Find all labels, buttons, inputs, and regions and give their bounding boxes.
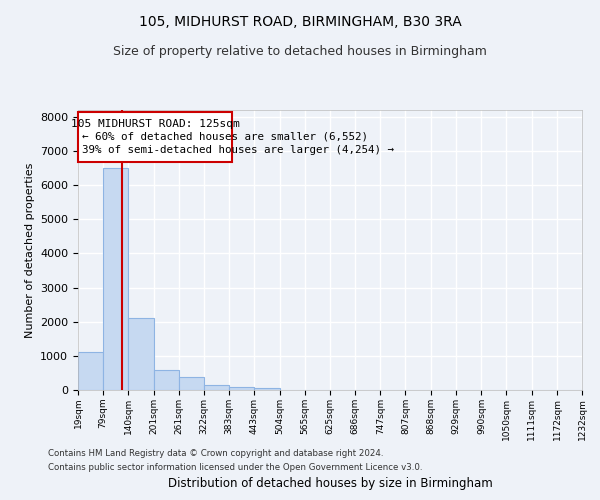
Bar [154, 370, 179, 390]
Bar [229, 388, 254, 390]
Bar [78, 352, 103, 390]
Bar [254, 388, 280, 390]
Text: 105, MIDHURST ROAD, BIRMINGHAM, B30 3RA: 105, MIDHURST ROAD, BIRMINGHAM, B30 3RA [139, 15, 461, 29]
Text: Contains public sector information licensed under the Open Government Licence v3: Contains public sector information licen… [48, 464, 422, 472]
Text: Contains HM Land Registry data © Crown copyright and database right 2024.: Contains HM Land Registry data © Crown c… [48, 448, 383, 458]
FancyBboxPatch shape [78, 112, 232, 162]
Y-axis label: Number of detached properties: Number of detached properties [25, 162, 35, 338]
Text: Size of property relative to detached houses in Birmingham: Size of property relative to detached ho… [113, 45, 487, 58]
Text: 105 MIDHURST ROAD: 125sqm: 105 MIDHURST ROAD: 125sqm [71, 118, 239, 128]
Bar [103, 168, 128, 390]
Text: ← 60% of detached houses are smaller (6,552): ← 60% of detached houses are smaller (6,… [82, 132, 368, 141]
Text: Distribution of detached houses by size in Birmingham: Distribution of detached houses by size … [167, 477, 493, 490]
Bar [204, 385, 229, 390]
Bar [179, 376, 204, 390]
Text: 39% of semi-detached houses are larger (4,254) →: 39% of semi-detached houses are larger (… [82, 145, 394, 155]
Bar [128, 318, 154, 390]
